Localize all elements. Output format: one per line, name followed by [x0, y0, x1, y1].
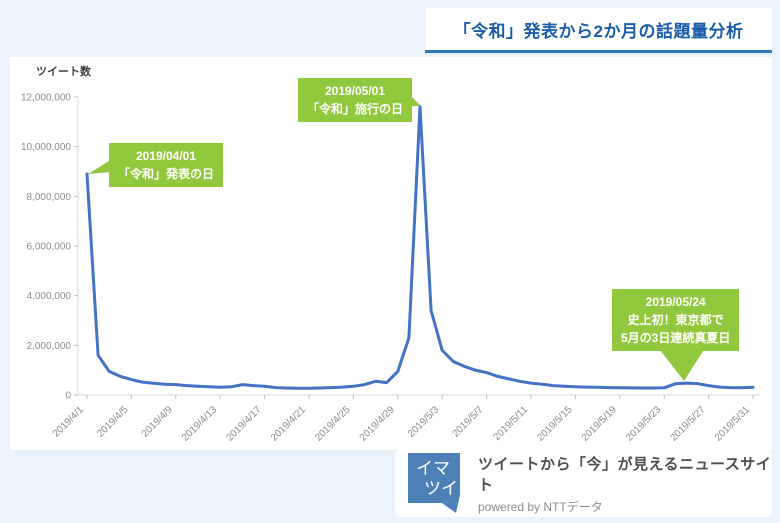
- svg-text:2019/4/1: 2019/4/1: [51, 404, 87, 440]
- svg-text:2019/5/23: 2019/5/23: [624, 404, 664, 444]
- svg-text:2019/4/9: 2019/4/9: [140, 404, 176, 440]
- svg-text:12,000,000: 12,000,000: [21, 93, 71, 104]
- imatsui-logo-text-2: ツイ: [424, 479, 458, 498]
- imatsui-logo-bubble: [408, 452, 460, 513]
- annotation-text: 史上初！東京都で: [627, 313, 724, 327]
- annotation-text: 「令和」発表の日: [118, 167, 215, 181]
- annotation-date: 2019/04/01: [135, 149, 197, 163]
- chart-panel: ツイート数 0 2,000,000 4,000,000 6,000,000 8,000,…: [10, 57, 772, 450]
- svg-text:2019/4/21: 2019/4/21: [269, 404, 309, 444]
- svg-text:2019/5/15: 2019/5/15: [535, 404, 575, 444]
- svg-text:2019/5/31: 2019/5/31: [713, 404, 753, 444]
- svg-text:0: 0: [65, 391, 71, 402]
- svg-text:2019/5/7: 2019/5/7: [450, 404, 486, 440]
- y-axis-title: ツイート数: [36, 66, 91, 78]
- svg-text:2019/4/29: 2019/4/29: [358, 404, 398, 444]
- svg-text:2019/4/17: 2019/4/17: [224, 404, 264, 444]
- svg-text:2019/5/19: 2019/5/19: [580, 404, 620, 444]
- svg-text:2019/5/11: 2019/5/11: [491, 404, 530, 443]
- svg-text:2,000,000: 2,000,000: [27, 341, 72, 352]
- footer-powered-by: powered by NTTデータ: [478, 499, 603, 514]
- svg-text:2019/5/3: 2019/5/3: [406, 404, 442, 440]
- annotation-text: 5月の3日連続真夏日: [621, 331, 731, 345]
- annotation-midsummer-days: 2019/05/24 史上初！東京都で 5月の3日連続真夏日: [612, 289, 740, 351]
- svg-text:2019/4/25: 2019/4/25: [313, 404, 353, 444]
- annotation-reiwa-announcement: 2019/04/01 「令和」発表の日: [109, 143, 224, 187]
- annotation-text: 「令和」施行の日: [307, 102, 404, 116]
- page-title-box: 「令和」発表から2か月の話題量分析: [425, 8, 772, 53]
- tweet-volume-line-chart: 0 2,000,000 4,000,000 6,000,000 8,000,000 10,…: [21, 87, 760, 444]
- footer-brand: イマ ツイ ツイートから「今」が見えるニュースサイト powered by NT…: [395, 450, 772, 517]
- annotation-reiwa-enforcement: 2019/05/01 「令和」施行の日: [298, 78, 413, 122]
- svg-text:2019/4/13: 2019/4/13: [180, 404, 220, 444]
- svg-text:8,000,000: 8,000,000: [27, 192, 72, 203]
- footer-tagline: ツイートから「今」が見えるニュースサイト: [478, 455, 772, 494]
- svg-text:4,000,000: 4,000,000: [27, 291, 72, 302]
- svg-text:2019/5/27: 2019/5/27: [668, 404, 708, 444]
- annotation-date: 2019/05/01: [324, 84, 386, 98]
- svg-text:2019/4/5: 2019/4/5: [95, 404, 131, 440]
- footer-text: ツイートから「今」が見えるニュースサイト powered by NTTデータ: [478, 453, 772, 515]
- svg-text:6,000,000: 6,000,000: [27, 242, 72, 253]
- imatsui-logo-text-1: イマ: [416, 459, 450, 478]
- annotation-date: 2019/05/24: [645, 295, 706, 309]
- page-title: 「令和」発表から2か月の話題量分析: [453, 21, 744, 41]
- imatsui-logo: イマ ツイ: [408, 452, 460, 513]
- svg-text:10,000,000: 10,000,000: [21, 142, 71, 153]
